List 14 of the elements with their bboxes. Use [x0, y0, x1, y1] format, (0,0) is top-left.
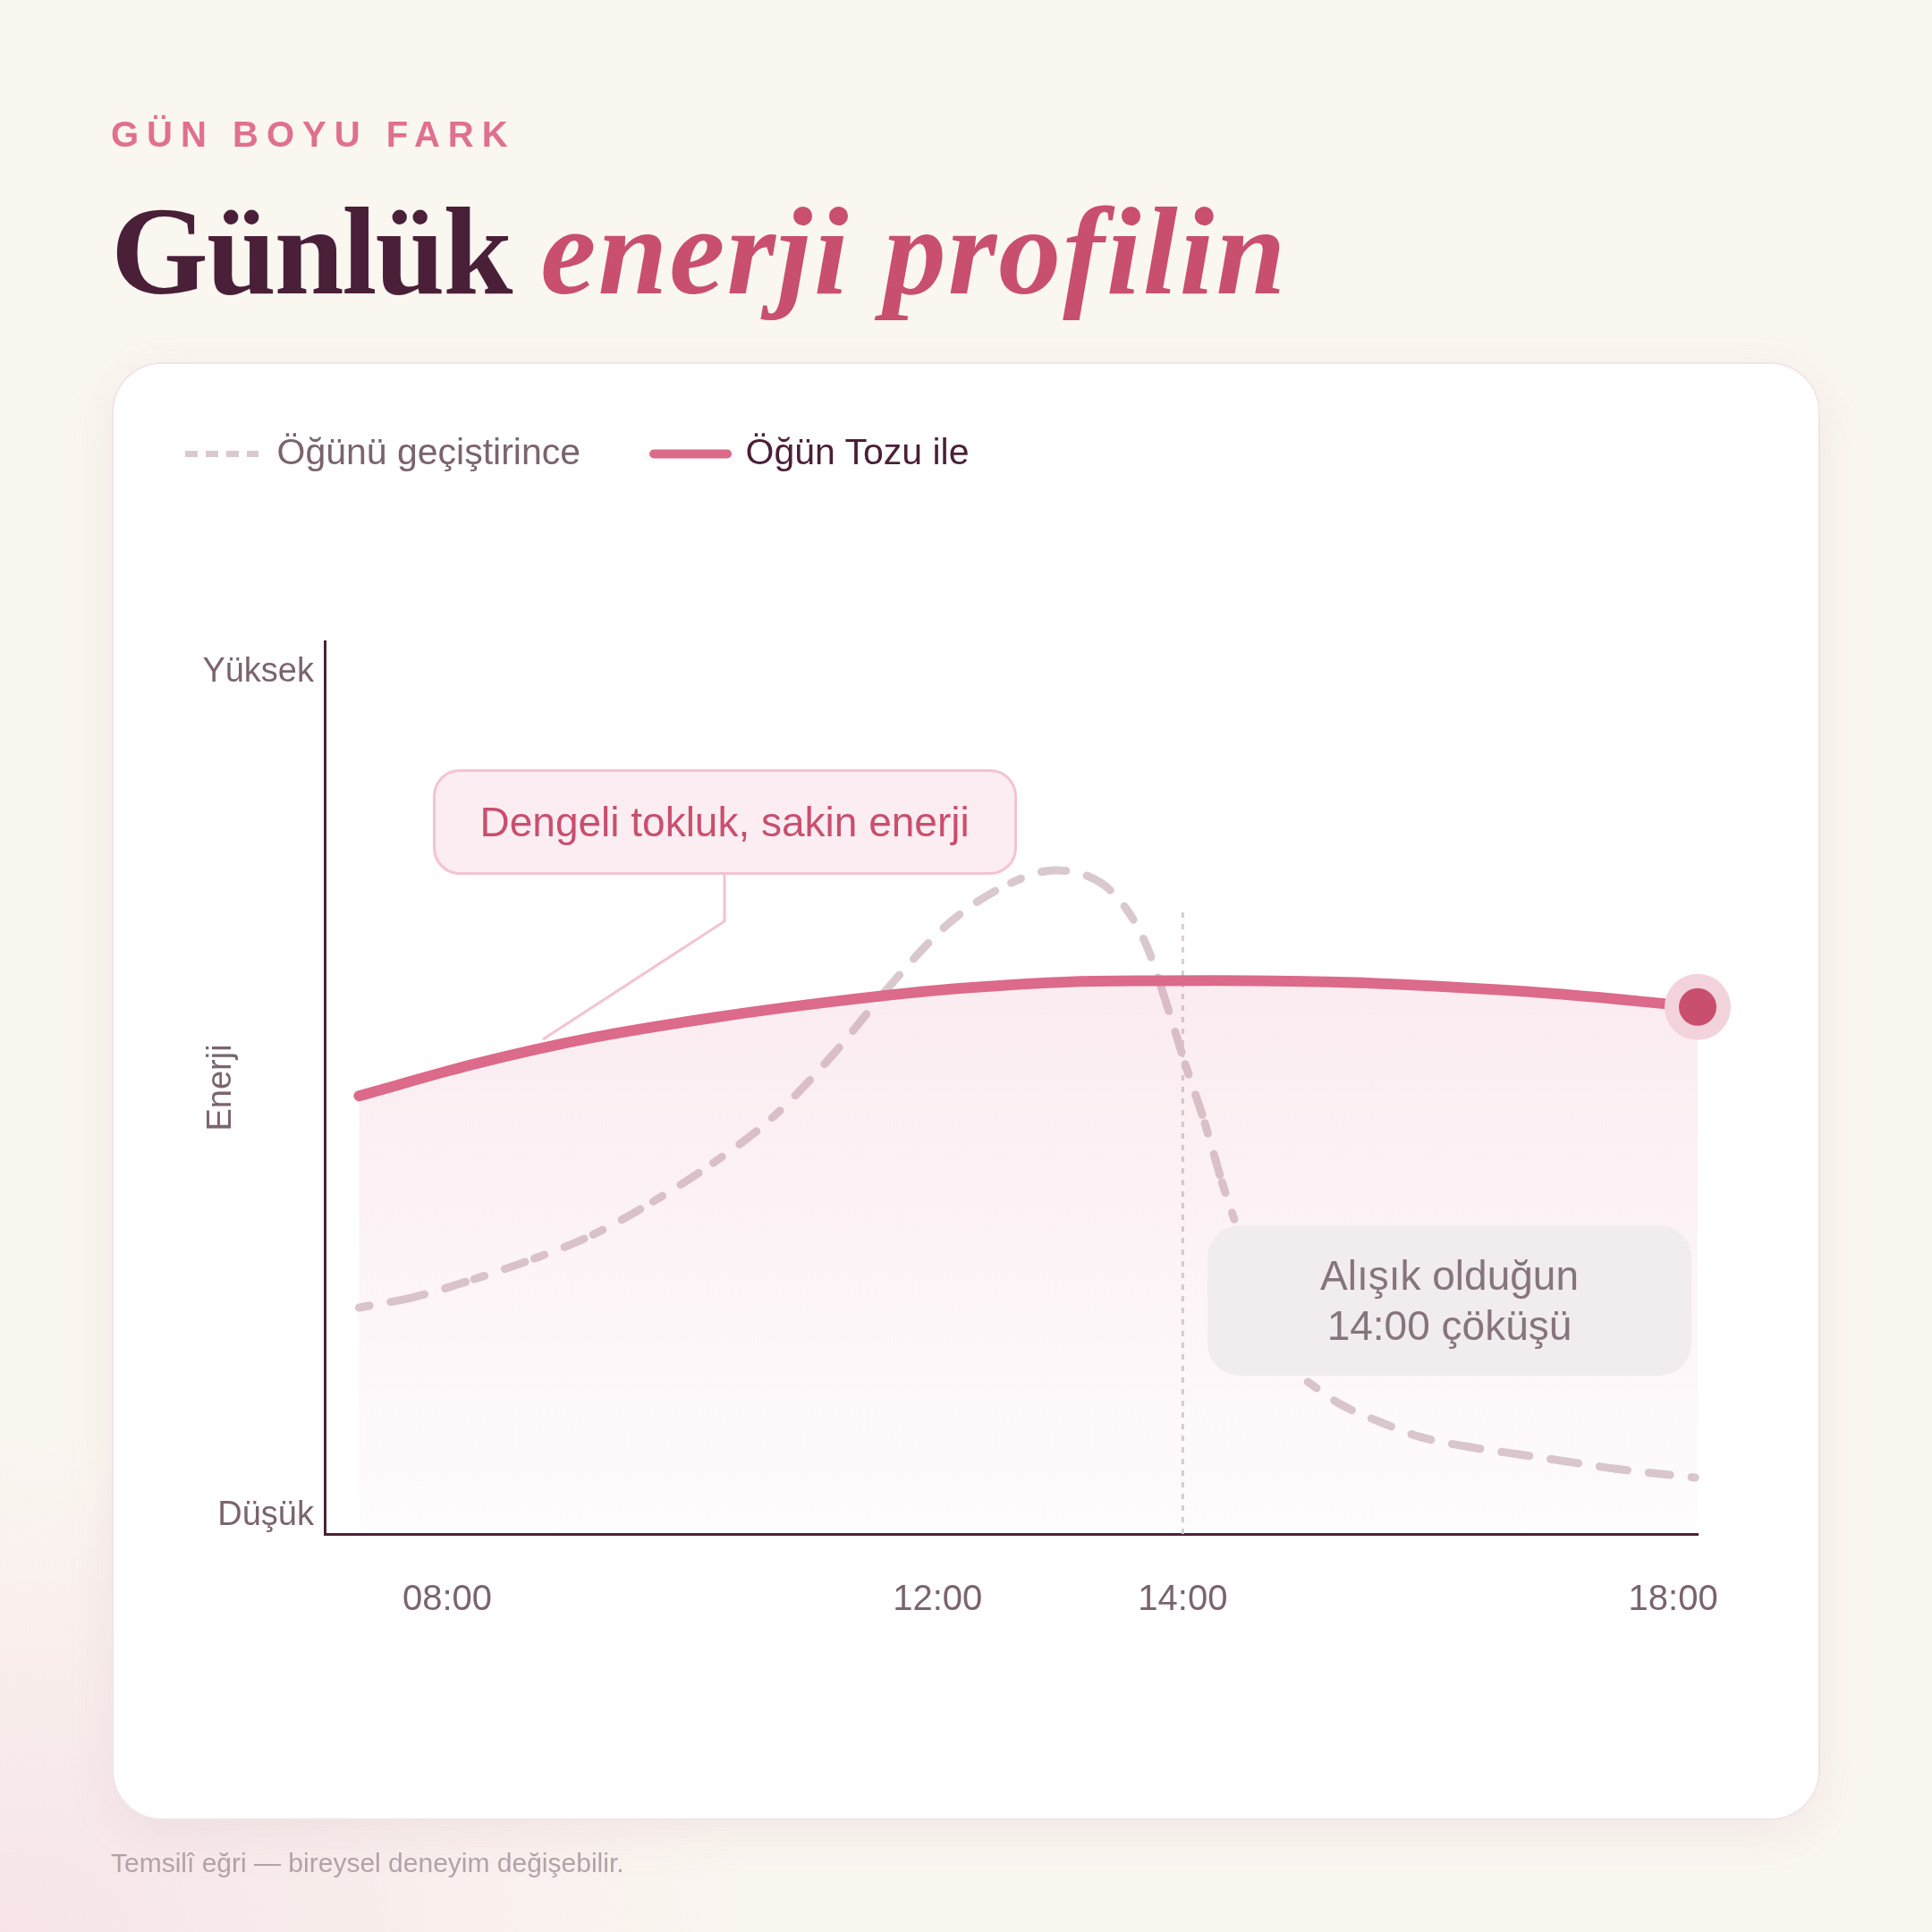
- legend-label: Öğünü geçiştirince: [276, 430, 581, 472]
- x-tick-label: 18:00: [1628, 1578, 1718, 1618]
- text: Dengeli tokluk, sakin enerji: [479, 798, 970, 846]
- annotation: Alışık olduğun 14:00 çöküşü: [1319, 1251, 1580, 1351]
- text: Yüksek: [202, 650, 314, 690]
- text: Temsilî eğri — bireysel deneyim değişebilir.: [111, 1847, 624, 1879]
- x-tick-label: 14:00: [1138, 1578, 1228, 1618]
- x-tick-label: 08:00: [402, 1578, 493, 1618]
- chart-subtitle: GÜN BOYU FARK: [111, 114, 516, 154]
- x-tick-label: 12:00: [893, 1578, 983, 1618]
- chart-title: Günlük enerji profilin: [111, 182, 1288, 320]
- text: Düşük: [217, 1494, 314, 1533]
- y-axis-title: Enerji: [200, 1044, 239, 1131]
- legend-label: Öğün Tozu ile: [745, 430, 970, 472]
